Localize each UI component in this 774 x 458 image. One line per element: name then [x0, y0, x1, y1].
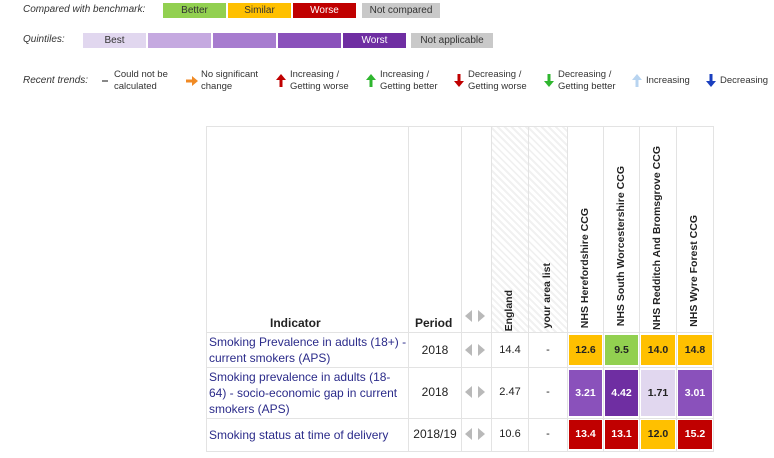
trend-no-significant-change: No significant change: [201, 69, 259, 92]
trend-could-not-be-calculated: Could not be calculated: [114, 69, 168, 92]
area-list-header-hatch: [529, 127, 567, 332]
england-value: 10.6: [499, 428, 521, 440]
area-value-cell[interactable]: 3.01: [678, 370, 712, 416]
benchmark-similar-box: Similar: [228, 3, 291, 18]
area-list-value: -: [546, 386, 550, 398]
area-value-cell[interactable]: 14.8: [678, 335, 712, 365]
indicator-column-header: Indicator: [270, 316, 321, 330]
quintile-not-applicable-box: Not applicable: [411, 33, 493, 48]
area-list-value: -: [546, 344, 550, 356]
arrow-down-icon: [706, 74, 716, 87]
benchmark-not-compared-box: Not compared: [362, 3, 440, 18]
england-value: 14.4: [499, 344, 521, 356]
sort-right-arrow-icon[interactable]: [478, 310, 485, 322]
arrow-right-icon: [186, 76, 198, 86]
quintile-4-box: [278, 33, 341, 48]
arrow-up-icon: [276, 74, 286, 87]
benchmark-worse-box: Worse: [293, 3, 356, 18]
trend-decreasing-getting-better: Decreasing / Getting better: [558, 69, 616, 92]
benchmark-better-box: Better: [163, 3, 226, 18]
area-header-herefordshire[interactable]: NHS Herefordshire CCG: [579, 208, 591, 329]
area-value-cell[interactable]: 3.21: [569, 370, 602, 416]
arrow-down-icon: [544, 74, 554, 87]
area-value-cell[interactable]: 13.4: [569, 420, 602, 449]
quintile-2-box: [148, 33, 211, 48]
grid-line: [528, 126, 529, 452]
grid-line: [567, 126, 568, 452]
trend-left-arrow-icon[interactable]: [465, 428, 472, 440]
arrow-up-icon: [366, 74, 376, 87]
england-column-header[interactable]: England: [503, 290, 515, 332]
grid-line: [639, 126, 640, 452]
grid-line: [603, 126, 604, 452]
grid-line: [408, 126, 409, 452]
area-list-value: -: [546, 428, 550, 440]
trend-decreasing: Decreasing: [720, 75, 769, 86]
grid-line: [491, 126, 492, 452]
trend-right-arrow-icon[interactable]: [478, 344, 485, 356]
area-value-cell[interactable]: 12.6: [569, 335, 602, 365]
area-value-cell[interactable]: 12.0: [641, 420, 675, 449]
period-column-header[interactable]: Period: [415, 316, 453, 330]
area-header-south-worcestershire[interactable]: NHS South Worcestershire CCG: [615, 166, 627, 327]
trend-left-arrow-icon[interactable]: [465, 344, 472, 356]
grid-line: [206, 332, 714, 333]
grid-line: [713, 126, 714, 452]
period-value: 2018: [421, 385, 449, 399]
quintile-worst-box: Worst: [343, 33, 406, 48]
trend-increasing: Increasing: [646, 75, 690, 86]
grid-line: [206, 126, 207, 452]
area-list-column-header[interactable]: your area list: [541, 263, 553, 329]
trend-left-arrow-icon[interactable]: [465, 386, 472, 398]
trends-legend-label: Recent trends:: [23, 75, 89, 86]
indicator-link[interactable]: Smoking prevalence in adults (18-64) - s…: [209, 370, 398, 416]
dash-icon: [102, 80, 108, 82]
quintiles-legend-label: Quintiles:: [23, 34, 65, 45]
arrow-down-icon: [454, 74, 464, 87]
area-value-cell[interactable]: 15.2: [678, 420, 712, 449]
trend-increasing-getting-worse: Increasing / Getting worse: [290, 69, 349, 92]
grid-line: [676, 126, 677, 452]
sort-left-arrow-icon[interactable]: [465, 310, 472, 322]
period-value: 2018: [421, 343, 449, 357]
area-value-cell[interactable]: 4.42: [605, 370, 638, 416]
england-value: 2.47: [499, 386, 521, 398]
indicator-link[interactable]: Smoking status at time of delivery: [209, 428, 389, 442]
quintile-3-box: [213, 33, 276, 48]
area-value-cell[interactable]: 13.1: [605, 420, 638, 449]
grid-line: [461, 126, 462, 452]
indicator-link[interactable]: Smoking Prevalence in adults (18+) - cur…: [209, 335, 407, 365]
arrow-up-icon: [632, 74, 642, 87]
england-header-hatch: [492, 127, 528, 332]
trend-decreasing-getting-worse: Decreasing / Getting worse: [468, 69, 527, 92]
area-value-cell[interactable]: 9.5: [605, 335, 638, 365]
grid-line: [206, 451, 714, 452]
grid-line: [206, 367, 714, 368]
area-header-redditch-bromsgrove[interactable]: NHS Redditch And Bromsgrove CCG: [651, 146, 663, 330]
area-value-cell[interactable]: 14.0: [641, 335, 675, 365]
trend-increasing-getting-better: Increasing / Getting better: [380, 69, 438, 92]
period-value: 2018/19: [413, 427, 457, 441]
quintile-best-box: Best: [83, 33, 146, 48]
benchmark-legend-label: Compared with benchmark:: [23, 4, 146, 15]
area-value-cell[interactable]: 1.71: [641, 370, 675, 416]
grid-line: [206, 418, 714, 419]
trend-right-arrow-icon[interactable]: [478, 428, 485, 440]
grid-line: [206, 126, 714, 127]
trend-right-arrow-icon[interactable]: [478, 386, 485, 398]
area-header-wyre-forest[interactable]: NHS Wyre Forest CCG: [688, 215, 700, 327]
